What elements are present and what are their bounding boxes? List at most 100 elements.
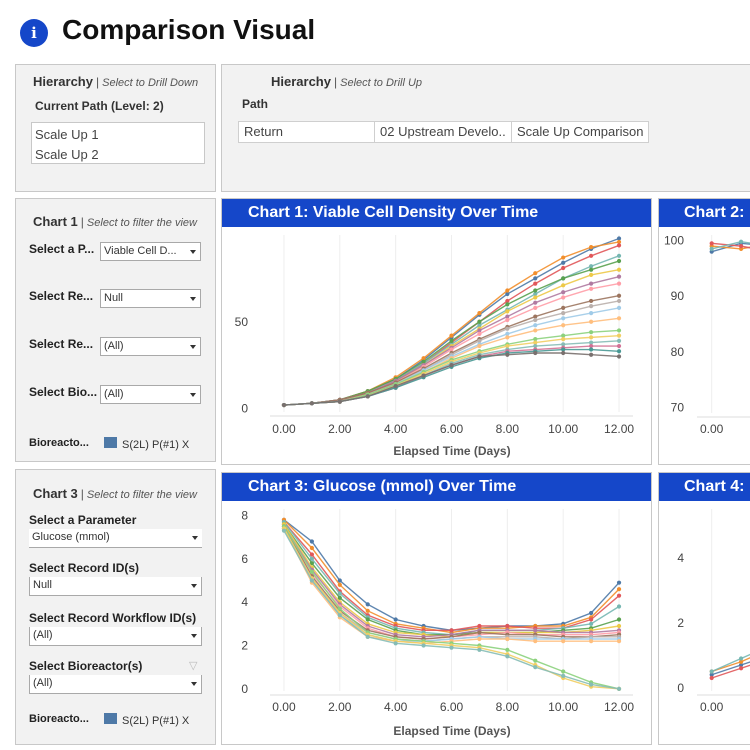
hierarchy-hint: Select to Drill Up [340, 77, 423, 89]
filter-icon[interactable]: ▽ [189, 660, 198, 672]
record-id-select[interactable]: Null [100, 289, 201, 308]
data-point [337, 399, 342, 404]
data-point [709, 675, 714, 681]
chart3-title: Chart 3: Glucose (mmol) Over Time [222, 473, 651, 501]
data-point [616, 354, 622, 359]
chart4-plot[interactable]: 0 2 4 0.00 [659, 501, 750, 745]
data-point [365, 608, 370, 613]
breadcrumb-item[interactable]: Scale Up Comparison [512, 121, 649, 143]
y-tick-label: 100 [664, 234, 684, 248]
data-point [309, 561, 314, 566]
data-point [477, 338, 482, 343]
data-point [505, 352, 510, 357]
parameter-label: Select a Parameter [29, 513, 137, 527]
data-point [589, 682, 594, 687]
chevron-down-icon [190, 345, 196, 349]
data-point [449, 628, 454, 633]
page-header: i Comparison Visual [0, 0, 750, 64]
chart4-title: Chart 4: [659, 473, 750, 501]
data-point [449, 645, 454, 650]
y-tick-label: 0 [677, 681, 684, 695]
hierarchy-header: Hierarchy | Select to Drill Down [33, 74, 199, 89]
data-point [561, 310, 566, 316]
hierarchy-drill-up-panel: Hierarchy | Select to Drill Up Path Return… [221, 64, 750, 192]
breadcrumb-item[interactable]: 02 Upstream Develo.. [375, 121, 512, 143]
data-point [477, 636, 482, 642]
data-point [589, 267, 594, 272]
data-point [616, 316, 622, 321]
data-point [589, 245, 594, 250]
data-point [505, 343, 510, 349]
data-point [505, 647, 510, 652]
y-tick-label: 6 [241, 552, 248, 566]
x-tick-label: 2.00 [328, 422, 352, 436]
workflow-select[interactable]: (All) [29, 627, 202, 646]
data-point [589, 347, 594, 352]
info-icon[interactable]: i [20, 19, 48, 47]
data-point [616, 343, 622, 349]
data-point [589, 253, 594, 258]
filter-header: Chart 3 | Select to filter the view [33, 486, 197, 501]
data-point [616, 587, 622, 592]
path-item[interactable]: Scale Up 2 [35, 147, 99, 162]
record-id-value: Null [33, 579, 52, 591]
x-tick-label: 0.00 [272, 700, 296, 714]
y-tick-label: 4 [241, 595, 248, 609]
y-tick-label: 50 [235, 315, 249, 329]
data-point [477, 319, 482, 324]
data-point [533, 276, 538, 281]
data-point [738, 656, 744, 661]
data-point [616, 305, 622, 310]
bioreactor-select[interactable]: (All) [29, 675, 202, 694]
chart1-title: Chart 1: Viable Cell Density Over Time [222, 199, 651, 227]
data-point [616, 617, 622, 622]
x-tick-label: 0.00 [272, 422, 296, 436]
data-point [533, 328, 538, 333]
data-point [505, 326, 510, 331]
bioreactor-select[interactable]: (All) [100, 385, 201, 404]
parameter-select[interactable]: Glucose (mmol) [29, 529, 202, 548]
x-tick-label: 10.00 [548, 700, 578, 714]
data-point [589, 335, 594, 340]
data-point [616, 333, 622, 338]
breadcrumb-return[interactable]: Return [238, 121, 375, 143]
record-id-select[interactable]: Null [29, 577, 202, 596]
y-tick-label: 70 [671, 400, 685, 414]
legend-swatch[interactable] [104, 437, 117, 448]
x-tick-label: 0.00 [700, 700, 724, 714]
legend-item[interactable]: S(2L) P(#1) X [122, 715, 190, 727]
data-point [309, 578, 314, 583]
chevron-down-icon [191, 634, 197, 638]
x-tick-label: 6.00 [440, 422, 464, 436]
data-point [561, 337, 566, 342]
data-point [309, 401, 314, 406]
hierarchy-drill-down-panel: Hierarchy | Select to Drill Down Current P… [15, 64, 216, 192]
legend-item[interactable]: S(2L) P(#1) X [122, 439, 190, 451]
data-point [589, 639, 594, 644]
record-id-label: Select Re... [29, 289, 94, 303]
chart1-plot[interactable]: 0 50 0.00 2.00 4.00 6.00 8.00 10.00 12.00 Elapsed… [222, 227, 652, 465]
data-point [616, 274, 622, 279]
chart3-plot[interactable]: 0 2 4 6 8 0.00 2.00 4.00 6.00 8.00 10.00 12.00 Elaps… [222, 501, 652, 745]
x-axis-label: Elapsed Time (Days) [393, 724, 510, 738]
parameter-label: Select a P... [29, 242, 95, 256]
workflow-select[interactable]: (All) [100, 337, 201, 356]
data-point [309, 556, 314, 561]
data-point [589, 319, 594, 324]
data-point [477, 630, 482, 635]
data-point [393, 641, 398, 646]
data-point [505, 331, 510, 337]
data-point [533, 340, 538, 345]
path-list[interactable]: Scale Up 1 Scale Up 2 [31, 122, 205, 164]
legend-swatch[interactable] [104, 713, 117, 724]
data-point [477, 328, 482, 333]
path-item[interactable]: Scale Up 1 [35, 127, 99, 142]
parameter-select[interactable]: Viable Cell D... [100, 242, 201, 261]
data-point [561, 333, 566, 338]
data-point [365, 617, 370, 622]
data-point [477, 310, 482, 316]
data-point [561, 283, 566, 288]
legend-label: Bioreacto... [29, 713, 89, 725]
data-point [505, 302, 510, 307]
chart2-plot[interactable]: 70 80 90 100 0.00 [659, 227, 750, 465]
